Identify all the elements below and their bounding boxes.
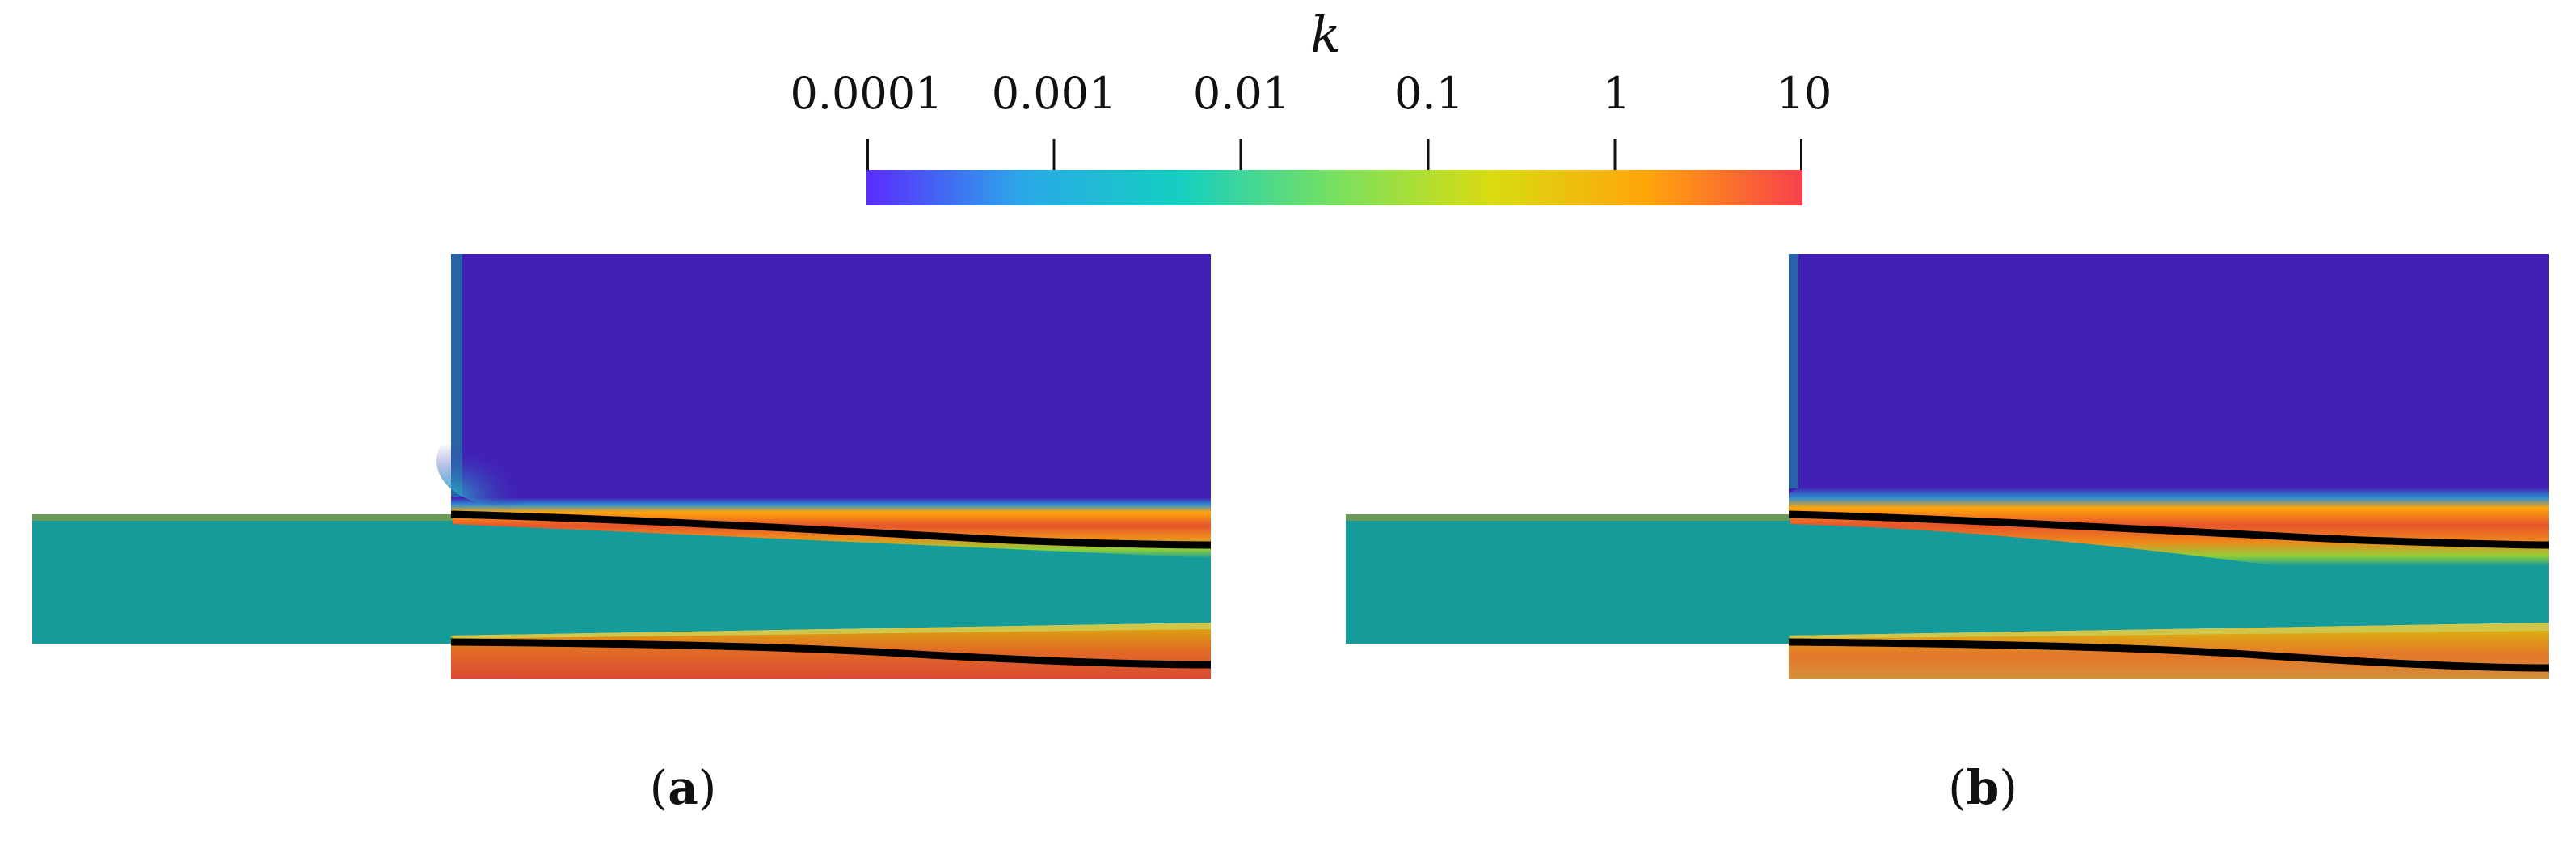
field-plot-a: [32, 254, 1212, 679]
core-jet-b: [1789, 524, 2549, 636]
core-jet-a: [451, 524, 1211, 636]
colorbar-tick-label: 0.1: [1394, 68, 1464, 119]
interface-line-lower-b: [1788, 638, 2549, 672]
panel-label-b: (b): [1948, 760, 2017, 815]
inlet-top-edge-a: [32, 514, 453, 521]
colorbar-title: k: [1310, 5, 1341, 64]
panel-label-a: (a): [649, 760, 717, 815]
interface-line-upper-b: [1788, 510, 2549, 549]
interface-line-upper-a: [450, 510, 1212, 549]
lower-domain-b: [1789, 631, 2549, 679]
inlet-channel-b: [1346, 514, 1790, 644]
corner-plume-a: [436, 416, 566, 505]
colorbar-gradient: [866, 170, 1802, 205]
inlet-top-edge-b: [1346, 514, 1790, 521]
colorbar-ticks: [866, 139, 1802, 171]
interface-line-lower-a: [450, 638, 1212, 669]
panel-b: (b): [1288, 0, 2576, 841]
colorbar-tick-label: 10: [1776, 68, 1832, 119]
colorbar-tick-label: 0.001: [991, 68, 1117, 119]
inlet-channel-a: [32, 514, 453, 644]
colorbar-tick-label: 0.0001: [790, 68, 943, 119]
colorbar-tick-label: 1: [1602, 68, 1631, 119]
colorbar-tick-label: 0.01: [1192, 68, 1291, 119]
upper-wall-strip-b: [1789, 254, 1798, 488]
panel-a: (a): [32, 254, 1212, 815]
field-plot-b: [1346, 254, 2549, 679]
